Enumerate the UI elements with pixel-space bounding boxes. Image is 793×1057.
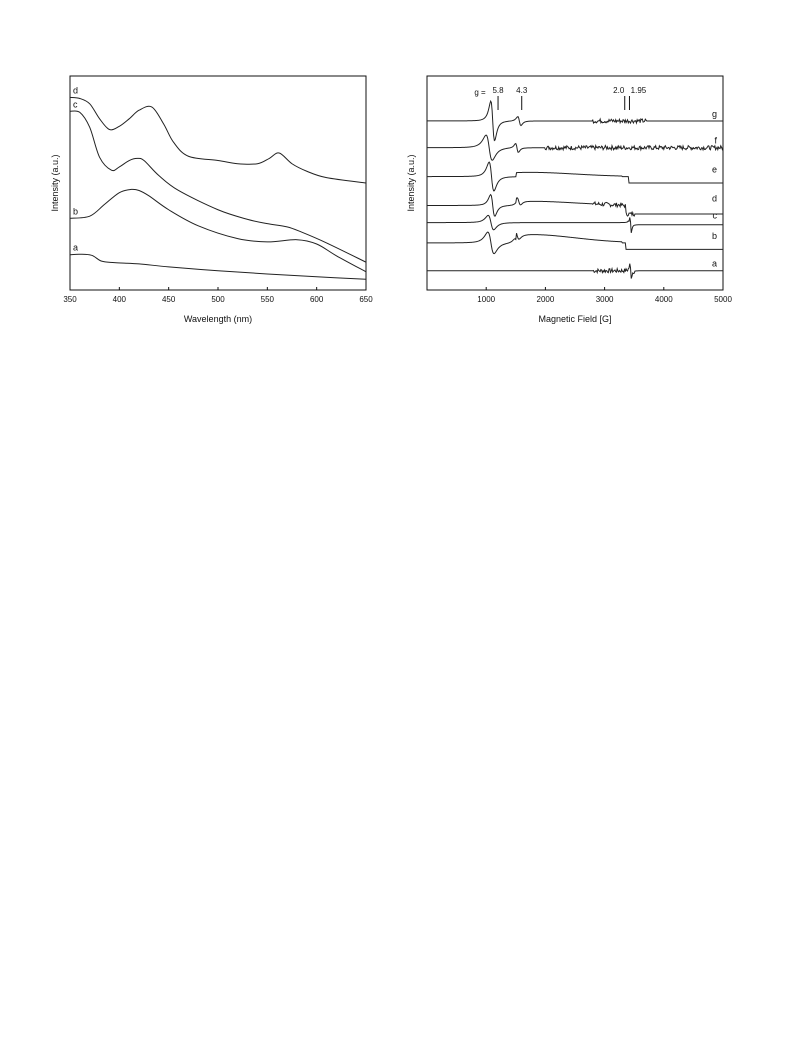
epr-series-label-e: e — [712, 165, 717, 175]
epr-x-tick-label: 2000 — [537, 295, 555, 304]
uv-vis-x-tick-label: 600 — [310, 295, 324, 304]
uv-vis-series-c — [69, 110, 367, 263]
uv-vis-x-tick-label: 350 — [63, 295, 77, 304]
epr-x-tick-label: 3000 — [596, 295, 614, 304]
g-marker-label: 5.8 — [492, 86, 504, 95]
uv-vis-x-tick-label: 400 — [113, 295, 127, 304]
epr-series-f — [426, 134, 724, 161]
epr-panel: 1000 2000 3000 4000 5000 g = 5.8 4.3 2.0 1.95 a… — [406, 75, 732, 324]
uv-vis-x-tick-label: 450 — [162, 295, 176, 304]
epr-series-e — [427, 161, 723, 192]
uv-vis-series-label-a: a — [73, 243, 78, 253]
uv-vis-series-label-c: c — [73, 99, 78, 109]
epr-x-tick-label: 1000 — [477, 295, 495, 304]
uv-vis-series-a — [69, 253, 367, 280]
epr-g-markers: g = 5.8 4.3 2.0 1.95 — [474, 86, 647, 110]
uv-vis-panel: 350 400 450 500 550 600 650 a b cd Wavelength (n… — [50, 75, 373, 324]
epr-x-axis-label: Magnetic Field [G] — [538, 314, 611, 324]
epr-series-d — [427, 193, 723, 218]
g-marker-label: 1.95 — [631, 86, 647, 95]
g-marker-label: 4.3 — [516, 86, 528, 95]
uv-vis-x-tick-label: 500 — [211, 295, 225, 304]
uv-vis-x-axis-label: Wavelength (nm) — [184, 314, 252, 324]
epr-series-label-c: c — [713, 211, 718, 221]
uv-vis-x-ticks: 350 400 450 500 550 600 650 — [63, 287, 373, 304]
epr-series-c — [427, 214, 723, 233]
uv-vis-series-label-d: d — [73, 85, 78, 95]
epr-series-label-b: b — [712, 231, 717, 241]
uv-vis-x-tick-label: 550 — [261, 295, 275, 304]
uv-vis-series-b — [69, 188, 367, 273]
uv-vis-plot-frame — [69, 75, 367, 291]
uv-vis-series-d — [69, 96, 367, 184]
epr-series-label-g: g — [712, 109, 717, 119]
epr-x-tick-label: 4000 — [655, 295, 673, 304]
epr-series-a — [427, 263, 723, 279]
g-marker-prefix: g = — [474, 88, 486, 97]
uv-vis-curves: a b cd — [69, 85, 367, 280]
epr-x-tick-label: 5000 — [714, 295, 732, 304]
epr-y-axis-label: Intensity (a.u.) — [406, 154, 416, 211]
epr-curves: a bcd e f g — [426, 99, 724, 279]
epr-series-b — [427, 231, 723, 255]
uv-vis-x-tick-label: 650 — [359, 295, 373, 304]
epr-series-label-f: f — [714, 136, 717, 146]
epr-x-ticks: 1000 2000 3000 4000 5000 — [477, 287, 732, 304]
epr-series-label-a: a — [712, 259, 717, 269]
uv-vis-series-label-b: b — [73, 206, 78, 216]
epr-series-label-d: d — [712, 193, 717, 203]
epr-series-g — [427, 99, 723, 142]
uv-vis-y-axis-label: Intensity (a.u.) — [50, 154, 60, 211]
g-marker-label: 2.0 — [613, 86, 625, 95]
